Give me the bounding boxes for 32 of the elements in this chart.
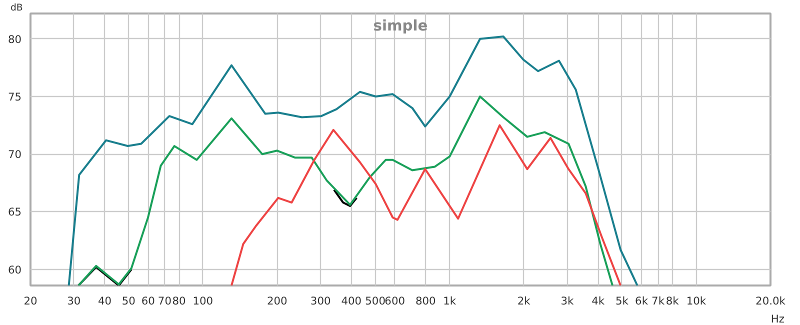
y-tick-label: 80 xyxy=(8,32,22,46)
x-tick-label: 50 xyxy=(122,294,136,308)
x-tick-label: 40 xyxy=(98,294,112,308)
x-tick-label: 7k xyxy=(652,294,666,308)
y-tick-label: 60 xyxy=(8,263,22,276)
x-tick-label: 500 xyxy=(365,294,386,308)
x-tick-label: 600 xyxy=(384,294,406,308)
x-tick-label: 60 xyxy=(141,294,156,308)
x-tick-label: 800 xyxy=(416,294,436,308)
y-tick-label: 70 xyxy=(8,148,22,162)
x-tick-label: 1k xyxy=(443,294,457,308)
y-axis-title: dB xyxy=(10,2,23,14)
x-tick-label: 5k xyxy=(616,294,630,308)
x-tick-label: 4k xyxy=(592,294,606,308)
x-tick-label: 200 xyxy=(266,294,288,308)
chart-title: simple xyxy=(373,18,428,34)
x-tick-label: 400 xyxy=(341,294,362,308)
x-tick-label: 70 xyxy=(158,294,172,308)
x-tick-label: 2k xyxy=(517,294,532,308)
x-tick-label: 6k xyxy=(635,294,649,308)
y-tick-label: 65 xyxy=(8,206,22,219)
x-axis-title: Hz xyxy=(770,312,785,325)
x-tick-label: 20 xyxy=(24,294,38,308)
y-tick-label: 75 xyxy=(8,90,22,104)
x-tick-label: 300 xyxy=(310,294,331,308)
x-tick-label: 3k xyxy=(560,294,575,308)
x-tick-label: 30 xyxy=(67,294,81,308)
x-tick-label: 10k xyxy=(686,294,707,308)
x-tick-label: 20.0k xyxy=(756,294,786,308)
x-tick-label: 100 xyxy=(192,294,214,308)
x-tick-label: 80 xyxy=(172,294,186,308)
x-tick-label: 8k xyxy=(666,294,680,308)
